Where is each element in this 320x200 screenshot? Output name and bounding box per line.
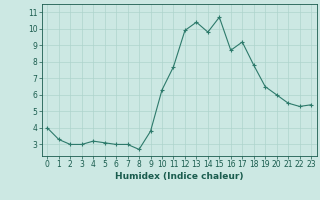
X-axis label: Humidex (Indice chaleur): Humidex (Indice chaleur): [115, 172, 244, 181]
